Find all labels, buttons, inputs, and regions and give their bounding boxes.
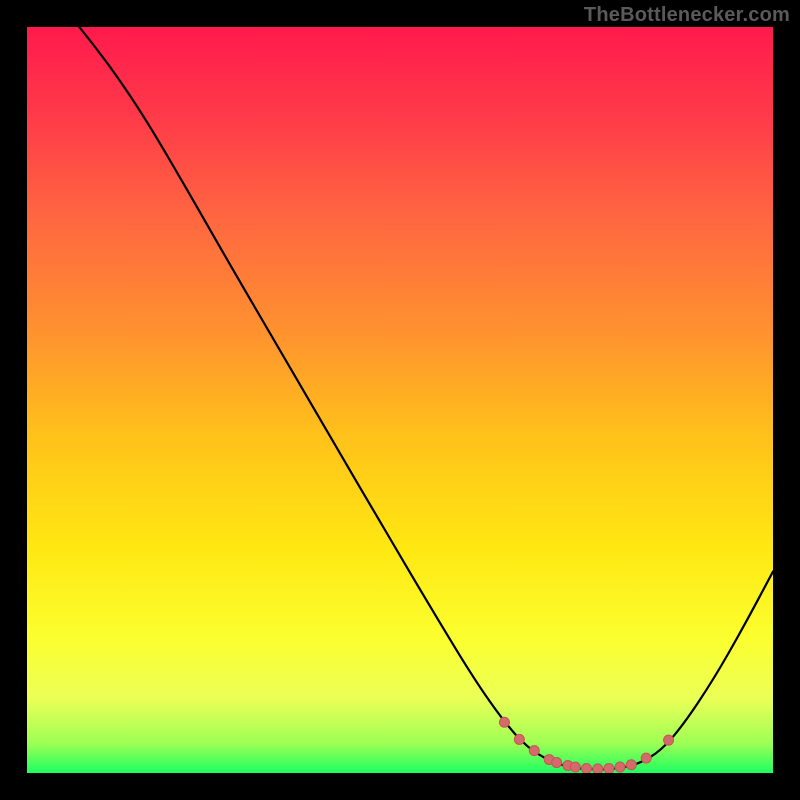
- chart-plot-area: [27, 27, 773, 773]
- marker-point: [570, 762, 580, 772]
- marker-point: [529, 746, 539, 756]
- marker-point: [499, 717, 509, 727]
- marker-point: [514, 734, 524, 744]
- marker-point: [604, 764, 614, 773]
- chart-canvas: TheBottlenecker.com: [0, 0, 800, 800]
- marker-point: [582, 764, 592, 773]
- bottleneck-curve: [79, 27, 773, 769]
- marker-point: [664, 735, 674, 745]
- marker-point: [626, 760, 636, 770]
- marker-point: [593, 764, 603, 773]
- marker-point: [615, 762, 625, 772]
- chart-curve-layer: [27, 27, 773, 773]
- marker-point: [641, 753, 651, 763]
- marker-point: [552, 758, 562, 768]
- watermark-text: TheBottlenecker.com: [584, 4, 790, 27]
